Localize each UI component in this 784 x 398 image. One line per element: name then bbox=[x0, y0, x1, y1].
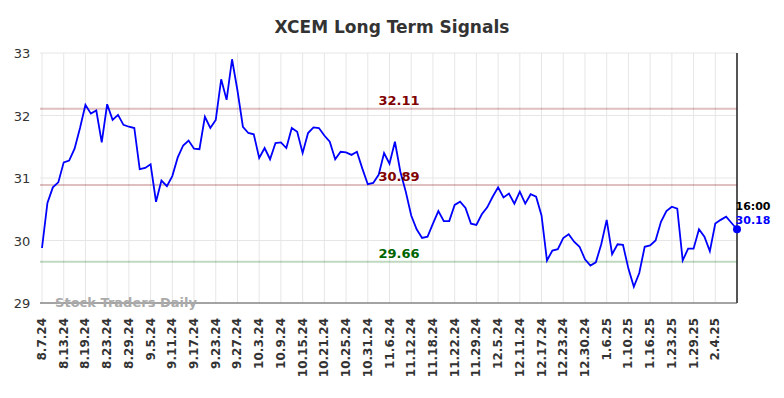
grid-line bbox=[498, 53, 499, 303]
grid-line bbox=[519, 53, 520, 303]
x-tick-label: 12.17.24 bbox=[535, 318, 549, 377]
x-tick-label: 10.15.24 bbox=[296, 318, 310, 377]
x-tick-label: 11.18.24 bbox=[426, 318, 440, 377]
last-time: 16:00 bbox=[735, 200, 770, 213]
grid-line bbox=[476, 53, 477, 303]
x-tick-label: 2.4.25 bbox=[708, 318, 722, 361]
x-tick-label: 9.27.24 bbox=[230, 318, 244, 369]
x-tick-label: 9.17.24 bbox=[187, 318, 201, 369]
grid-line bbox=[42, 53, 43, 303]
x-tick-label: 8.19.24 bbox=[78, 318, 92, 369]
x-tick-label: 9.11.24 bbox=[165, 318, 179, 369]
x-tick-label: 11.29.24 bbox=[469, 318, 483, 377]
x-tick-label: 9.23.24 bbox=[209, 318, 223, 369]
signal-line bbox=[40, 184, 737, 186]
x-tick-label: 12.23.24 bbox=[556, 318, 570, 377]
x-tick-label: 10.21.24 bbox=[317, 318, 331, 377]
title: XCEM Long Term Signals bbox=[275, 17, 510, 37]
y-tick-label: 29 bbox=[14, 296, 31, 311]
grid-line bbox=[432, 53, 433, 303]
x-tick-label: 1.23.25 bbox=[665, 318, 679, 369]
y-tick-label: 32 bbox=[14, 109, 31, 124]
signal-label: 30.89 bbox=[378, 169, 419, 184]
x-tick-label: 12.30.24 bbox=[578, 318, 592, 377]
grid-line bbox=[150, 53, 151, 303]
x-tick-label: 8.7.24 bbox=[35, 318, 49, 361]
grid-line bbox=[650, 53, 651, 303]
grid-line bbox=[671, 53, 672, 303]
grid-line bbox=[85, 53, 86, 303]
x-tick-label: 1.29.25 bbox=[687, 318, 701, 369]
grid-line bbox=[63, 53, 64, 303]
plot-area bbox=[40, 59, 737, 287]
x-tick-label: 12.5.24 bbox=[491, 318, 505, 369]
x-tick-label: 1.16.25 bbox=[643, 318, 657, 369]
grid-line bbox=[40, 53, 737, 54]
y-tick-label: 31 bbox=[14, 171, 31, 186]
grid-line bbox=[584, 53, 585, 303]
grid-line bbox=[259, 53, 260, 303]
x-tick-label: 10.31.24 bbox=[361, 318, 375, 377]
grid-line bbox=[107, 53, 108, 303]
grid-line bbox=[715, 53, 716, 303]
grid-line bbox=[280, 53, 281, 303]
x-tick-label: 11.22.24 bbox=[448, 318, 462, 377]
x-tick-label: 8.23.24 bbox=[100, 318, 114, 369]
x-tick-label: 10.3.24 bbox=[252, 318, 266, 369]
signal-label: 32.11 bbox=[378, 93, 419, 108]
price-line bbox=[42, 59, 737, 287]
x-tick-label: 8.29.24 bbox=[122, 318, 136, 369]
last-value: 30.18 bbox=[736, 214, 771, 227]
grid-line bbox=[324, 53, 325, 303]
signal-line bbox=[40, 108, 737, 110]
chart: XCEM Long Term Signals 29 30 31 32 33 8.7.24 8.… bbox=[0, 0, 784, 398]
grid-line bbox=[606, 53, 607, 303]
signal-line bbox=[40, 261, 737, 263]
grid-line bbox=[302, 53, 303, 303]
grid-line bbox=[40, 115, 737, 116]
grid-line bbox=[693, 53, 694, 303]
x-tick-label: 11.6.24 bbox=[383, 318, 397, 369]
grid-line bbox=[541, 53, 542, 303]
x-tick-label: 8.13.24 bbox=[57, 318, 71, 369]
x-tick-label: 1.6.25 bbox=[600, 318, 614, 361]
grid-line bbox=[215, 53, 216, 303]
x-tick-label: 10.25.24 bbox=[339, 318, 353, 377]
watermark: Stock Traders Daily bbox=[55, 295, 197, 310]
x-tick-label: 12.11.24 bbox=[513, 318, 527, 377]
x-tick-label: 10.9.24 bbox=[274, 318, 288, 369]
x-tick-label: 9.5.24 bbox=[144, 318, 158, 361]
grid-line bbox=[367, 53, 368, 303]
grid-line bbox=[194, 53, 195, 303]
x-tick-label: 1.10.25 bbox=[621, 318, 635, 369]
y-tick-label: 30 bbox=[14, 234, 31, 249]
right-axis bbox=[736, 53, 738, 303]
y-tick-label: 33 bbox=[14, 46, 31, 61]
grid-line bbox=[128, 53, 129, 303]
grid-line bbox=[563, 53, 564, 303]
x-tick-label: 11.12.24 bbox=[404, 318, 418, 377]
grid-line bbox=[346, 53, 347, 303]
grid-line bbox=[40, 240, 737, 241]
signal-label: 29.66 bbox=[378, 246, 419, 261]
grid-line bbox=[454, 53, 455, 303]
